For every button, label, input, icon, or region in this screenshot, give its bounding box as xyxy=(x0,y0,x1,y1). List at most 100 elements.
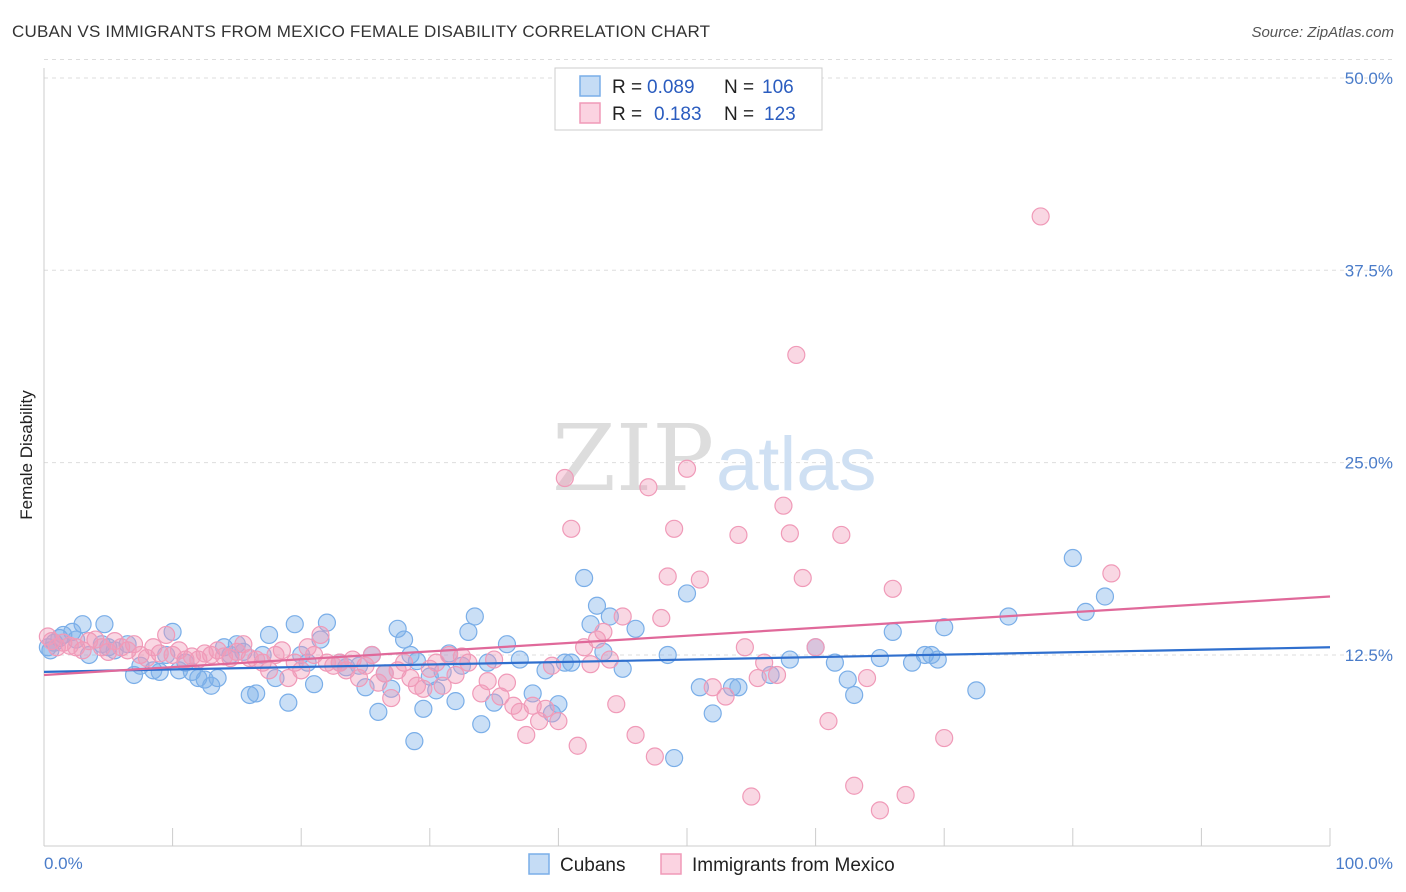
cubans-point-107 xyxy=(1095,587,1115,606)
bottom-legend-label-cubans: Cubans xyxy=(560,855,626,876)
cubans-point-103 xyxy=(967,681,986,700)
cubans-point-105 xyxy=(1063,548,1082,568)
mexico-point-97 xyxy=(690,570,709,589)
mexico-point-119 xyxy=(1031,207,1050,226)
mexico-point-102 xyxy=(742,787,761,806)
mexico-point-81 xyxy=(562,519,581,538)
mexico-point-56 xyxy=(394,653,414,672)
cubans-point-64 xyxy=(465,607,484,626)
mexico-point-107 xyxy=(780,524,799,543)
mexico-point-95 xyxy=(665,519,684,538)
mexico-point-35 xyxy=(259,661,279,680)
mexico-point-112 xyxy=(832,525,851,545)
mexico-point-99 xyxy=(716,687,735,706)
mexico-point-43 xyxy=(311,625,330,645)
mexico-point-104 xyxy=(755,653,774,672)
mexico-point-6 xyxy=(73,641,92,660)
mexico-point-80 xyxy=(555,468,574,488)
legend-r-value-2: 0.183 xyxy=(654,104,702,125)
mexico-point-114 xyxy=(857,668,877,688)
mexico-point-117 xyxy=(896,785,915,805)
bottom-legend-swatch-mexico xyxy=(660,853,682,875)
cubans-point-97 xyxy=(883,622,902,641)
trend-line-cubans xyxy=(43,646,1331,673)
cubans-point-32 xyxy=(247,684,266,703)
y-tick-label-0: 12.5% xyxy=(1345,646,1393,665)
mexico-point-98 xyxy=(703,678,722,697)
x-tick-labels: 0.0% 100.0% xyxy=(44,854,1393,873)
cubans-point-88 xyxy=(722,678,742,697)
cubans-point-87 xyxy=(703,704,722,723)
y-tick-label-1: 25.0% xyxy=(1345,454,1393,473)
mexico-point-96 xyxy=(677,459,697,478)
bottom-legend: Cubans Immigrants from Mexico xyxy=(528,853,895,876)
cubans-point-95 xyxy=(845,685,864,705)
cubans-point-37 xyxy=(285,615,304,634)
cubans-point-94 xyxy=(838,670,857,689)
mexico-point-84 xyxy=(581,655,600,674)
legend-swatch-mexico xyxy=(579,102,601,124)
mexico-point-115 xyxy=(870,801,890,820)
cubans-point-7 xyxy=(73,615,92,634)
cubans-point-31 xyxy=(240,685,259,705)
mexico-point-37 xyxy=(272,641,292,660)
trend-line-mexico xyxy=(43,595,1331,677)
cubans-point-36 xyxy=(279,693,298,712)
mexico-point-118 xyxy=(935,728,954,748)
legend-n-value-2: 123 xyxy=(764,104,796,125)
source-label: Source: ZipAtlas.com xyxy=(1251,24,1394,41)
mexico-point-93 xyxy=(652,608,671,628)
legend-n-label-2: N = xyxy=(724,104,754,125)
mexico-point-79 xyxy=(549,712,568,731)
cubans-point-91 xyxy=(780,650,799,669)
legend-r-value-1: 0.089 xyxy=(647,77,695,98)
cubans-point-17 xyxy=(150,662,169,681)
cubans-point-63 xyxy=(459,622,478,641)
mexico-point-52 xyxy=(369,673,388,692)
mexico-point-109 xyxy=(793,568,812,588)
cubans-point-84 xyxy=(665,748,684,768)
legend-r-label-1: R = xyxy=(612,77,642,98)
mexico-point-91 xyxy=(639,478,658,497)
legend-swatch-cubans xyxy=(579,75,601,97)
mexico-point-106 xyxy=(774,496,793,515)
mexico-point-103 xyxy=(748,668,767,688)
x-tick-label-max: 100.0% xyxy=(1335,854,1393,873)
bottom-legend-swatch-cubans xyxy=(528,853,550,875)
mexico-point-40 xyxy=(292,661,311,680)
series-mexico-points xyxy=(38,207,1121,820)
cubans-point-96 xyxy=(870,648,890,668)
mexico-point-64 xyxy=(446,665,465,685)
legend-n-label-1: N = xyxy=(724,77,754,98)
cubans-point-56 xyxy=(414,699,433,718)
legend-n-value-1: 106 xyxy=(762,77,794,98)
mexico-point-92 xyxy=(645,747,664,766)
mexico-point-90 xyxy=(626,725,645,745)
mexico-point-100 xyxy=(729,525,748,545)
mexico-point-77 xyxy=(536,699,555,718)
mexico-point-111 xyxy=(819,712,838,731)
mexico-point-88 xyxy=(607,695,626,714)
mexico-point-59 xyxy=(414,679,433,698)
cubans-point-68 xyxy=(497,635,517,654)
cubans-point-69 xyxy=(510,650,529,669)
mexico-point-82 xyxy=(568,736,587,755)
cubans-point-85 xyxy=(677,584,697,603)
watermark-atlas: atlas xyxy=(716,422,877,507)
cubans-point-80 xyxy=(600,607,619,626)
cubans-point-76 xyxy=(575,568,594,588)
bottom-legend-label-mexico: Immigrants from Mexico xyxy=(692,855,895,876)
watermark-zip: ZIP xyxy=(552,405,714,512)
chart-title: CUBAN VS IMMIGRANTS FROM MEXICO FEMALE D… xyxy=(12,22,711,41)
legend-r-label-2: R = xyxy=(612,104,642,125)
y-tick-labels: 12.5% 25.0% 37.5% 50.0% xyxy=(1345,69,1393,665)
cubans-point-48 xyxy=(369,702,388,721)
mexico-point-101 xyxy=(735,638,754,657)
cubans-point-34 xyxy=(259,625,279,645)
cubans-point-10 xyxy=(95,615,114,634)
mexico-point-54 xyxy=(382,688,401,708)
mexico-point-87 xyxy=(600,650,619,669)
cubans-point-51 xyxy=(388,619,407,638)
mexico-point-116 xyxy=(883,579,902,598)
